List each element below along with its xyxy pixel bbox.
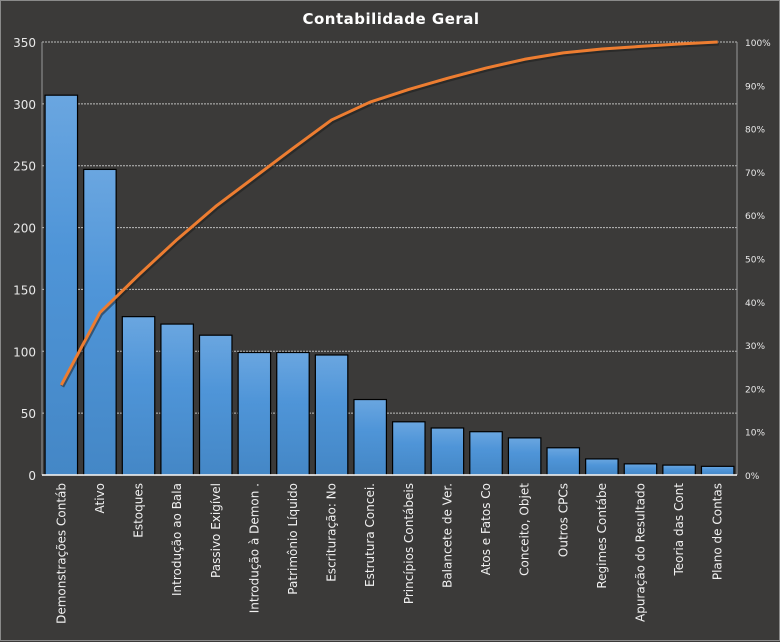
y-tick-label: 150 — [13, 283, 36, 297]
x-tick-label: Introdução à Demon . — [247, 483, 261, 613]
x-tick-label: Escrituração: No — [325, 483, 339, 582]
bar — [200, 335, 232, 475]
y2-tick-label: 30% — [745, 342, 765, 352]
bar — [586, 459, 618, 475]
x-tick-label: Conceito, Objet — [518, 483, 532, 576]
x-tick-label: Outros CPCs — [556, 483, 570, 557]
bar — [161, 324, 193, 475]
y2-tick-label: 80% — [745, 126, 765, 136]
bar — [277, 353, 309, 475]
bar — [84, 169, 116, 475]
x-tick-label: Apuração do Resultado — [633, 483, 647, 622]
x-tick-label: Atos e Fatos Co — [479, 483, 493, 575]
y-tick-label: 0 — [28, 469, 36, 483]
y-tick-label: 50 — [21, 407, 36, 421]
y2-tick-label: 90% — [745, 82, 765, 92]
bar — [315, 355, 347, 475]
bar — [701, 466, 733, 475]
x-tick-label: Passivo Exigível — [209, 483, 223, 578]
y2-tick-label: 20% — [745, 385, 765, 395]
bar — [547, 448, 579, 475]
x-tick-label: Princípios Contábeis — [402, 483, 416, 604]
bar — [354, 400, 386, 475]
x-tick-label: Estoques — [132, 483, 146, 538]
y-tick-label: 200 — [13, 222, 36, 236]
x-tick-label: Introdução ao Bala — [170, 483, 184, 596]
bar — [45, 95, 77, 475]
x-tick-label: Teoria das Cont — [672, 483, 686, 577]
y2-tick-label: 70% — [745, 169, 765, 179]
y2-tick-label: 100% — [745, 39, 771, 49]
y2-tick-label: 10% — [745, 429, 765, 439]
x-tick-label: Plano de Contas — [711, 483, 725, 580]
x-tick-label: Demonstrações Contáb — [54, 483, 68, 624]
bar — [624, 464, 656, 475]
bar — [663, 465, 695, 475]
x-tick-label: Patrimônio Líquido — [286, 483, 300, 595]
x-tick-label: Estrutura Concei. — [363, 483, 377, 587]
y2-tick-label: 60% — [745, 212, 765, 222]
bar — [393, 422, 425, 475]
chart-title: Contabilidade Geral — [302, 10, 479, 28]
x-tick-label: Ativo — [93, 483, 107, 513]
y-tick-label: 300 — [13, 98, 36, 112]
bar — [431, 428, 463, 475]
y2-tick-label: 50% — [745, 256, 765, 266]
bar — [470, 432, 502, 475]
bar — [238, 353, 270, 475]
y-tick-label: 250 — [13, 160, 36, 174]
x-tick-label: Regimes Contábe — [595, 483, 609, 589]
y-tick-label: 100 — [13, 345, 36, 359]
bar — [508, 438, 540, 475]
cumulative-line — [61, 42, 717, 385]
y2-tick-label: 0% — [745, 472, 760, 482]
x-tick-label: Balancete de Ver. — [440, 483, 454, 588]
y2-tick-label: 40% — [745, 299, 765, 309]
bar — [122, 317, 154, 475]
y-tick-label: 350 — [13, 36, 36, 50]
